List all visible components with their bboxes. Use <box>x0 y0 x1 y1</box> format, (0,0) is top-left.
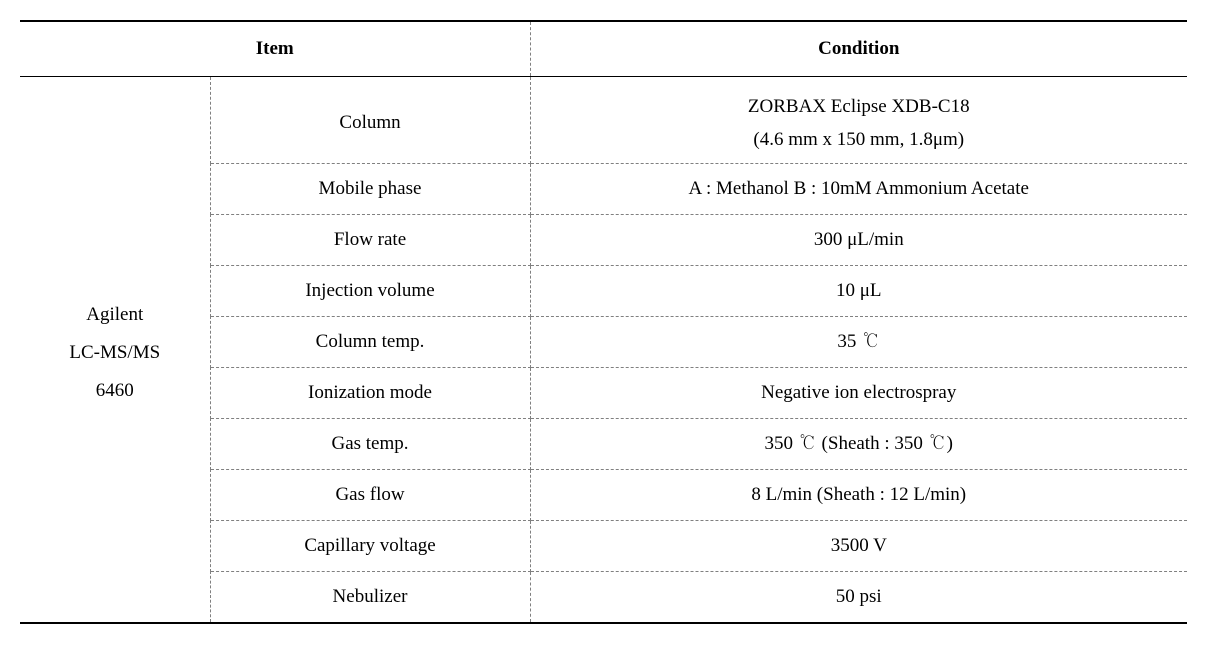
instrument-label: AgilentLC-MS/MS6460 <box>26 296 204 410</box>
item-cell: Flow rate <box>210 215 530 266</box>
header-condition: Condition <box>530 21 1187 77</box>
item-cell: Capillary voltage <box>210 521 530 572</box>
item-cell: Gas temp. <box>210 419 530 470</box>
table-header-row: Item Condition <box>20 21 1187 77</box>
item-cell: Ionization mode <box>210 368 530 419</box>
item-cell: Injection volume <box>210 266 530 317</box>
condition-text: ZORBAX Eclipse XDB-C18(4.6 mm x 150 mm, … <box>531 90 1187 157</box>
condition-cell: 50 psi <box>530 572 1187 624</box>
item-cell: Column temp. <box>210 317 530 368</box>
item-cell: Gas flow <box>210 470 530 521</box>
condition-cell: A : Methanol B : 10mM Ammonium Acetate <box>530 164 1187 215</box>
header-item: Item <box>20 21 530 77</box>
condition-cell: ZORBAX Eclipse XDB-C18(4.6 mm x 150 mm, … <box>530 77 1187 164</box>
condition-cell: 10 μL <box>530 266 1187 317</box>
conditions-table: Item Condition AgilentLC-MS/MS6460 Colum… <box>20 20 1187 624</box>
condition-cell: 300 μL/min <box>530 215 1187 266</box>
table-row: AgilentLC-MS/MS6460 Column ZORBAX Eclips… <box>20 77 1187 164</box>
condition-cell: 350 ℃ (Sheath : 350 ℃) <box>530 419 1187 470</box>
condition-cell: 35 ℃ <box>530 317 1187 368</box>
condition-cell: 3500 V <box>530 521 1187 572</box>
item-cell: Column <box>210 77 530 164</box>
instrument-cell: AgilentLC-MS/MS6460 <box>20 77 210 624</box>
item-cell: Mobile phase <box>210 164 530 215</box>
item-cell: Nebulizer <box>210 572 530 624</box>
condition-cell: Negative ion electrospray <box>530 368 1187 419</box>
condition-cell: 8 L/min (Sheath : 12 L/min) <box>530 470 1187 521</box>
